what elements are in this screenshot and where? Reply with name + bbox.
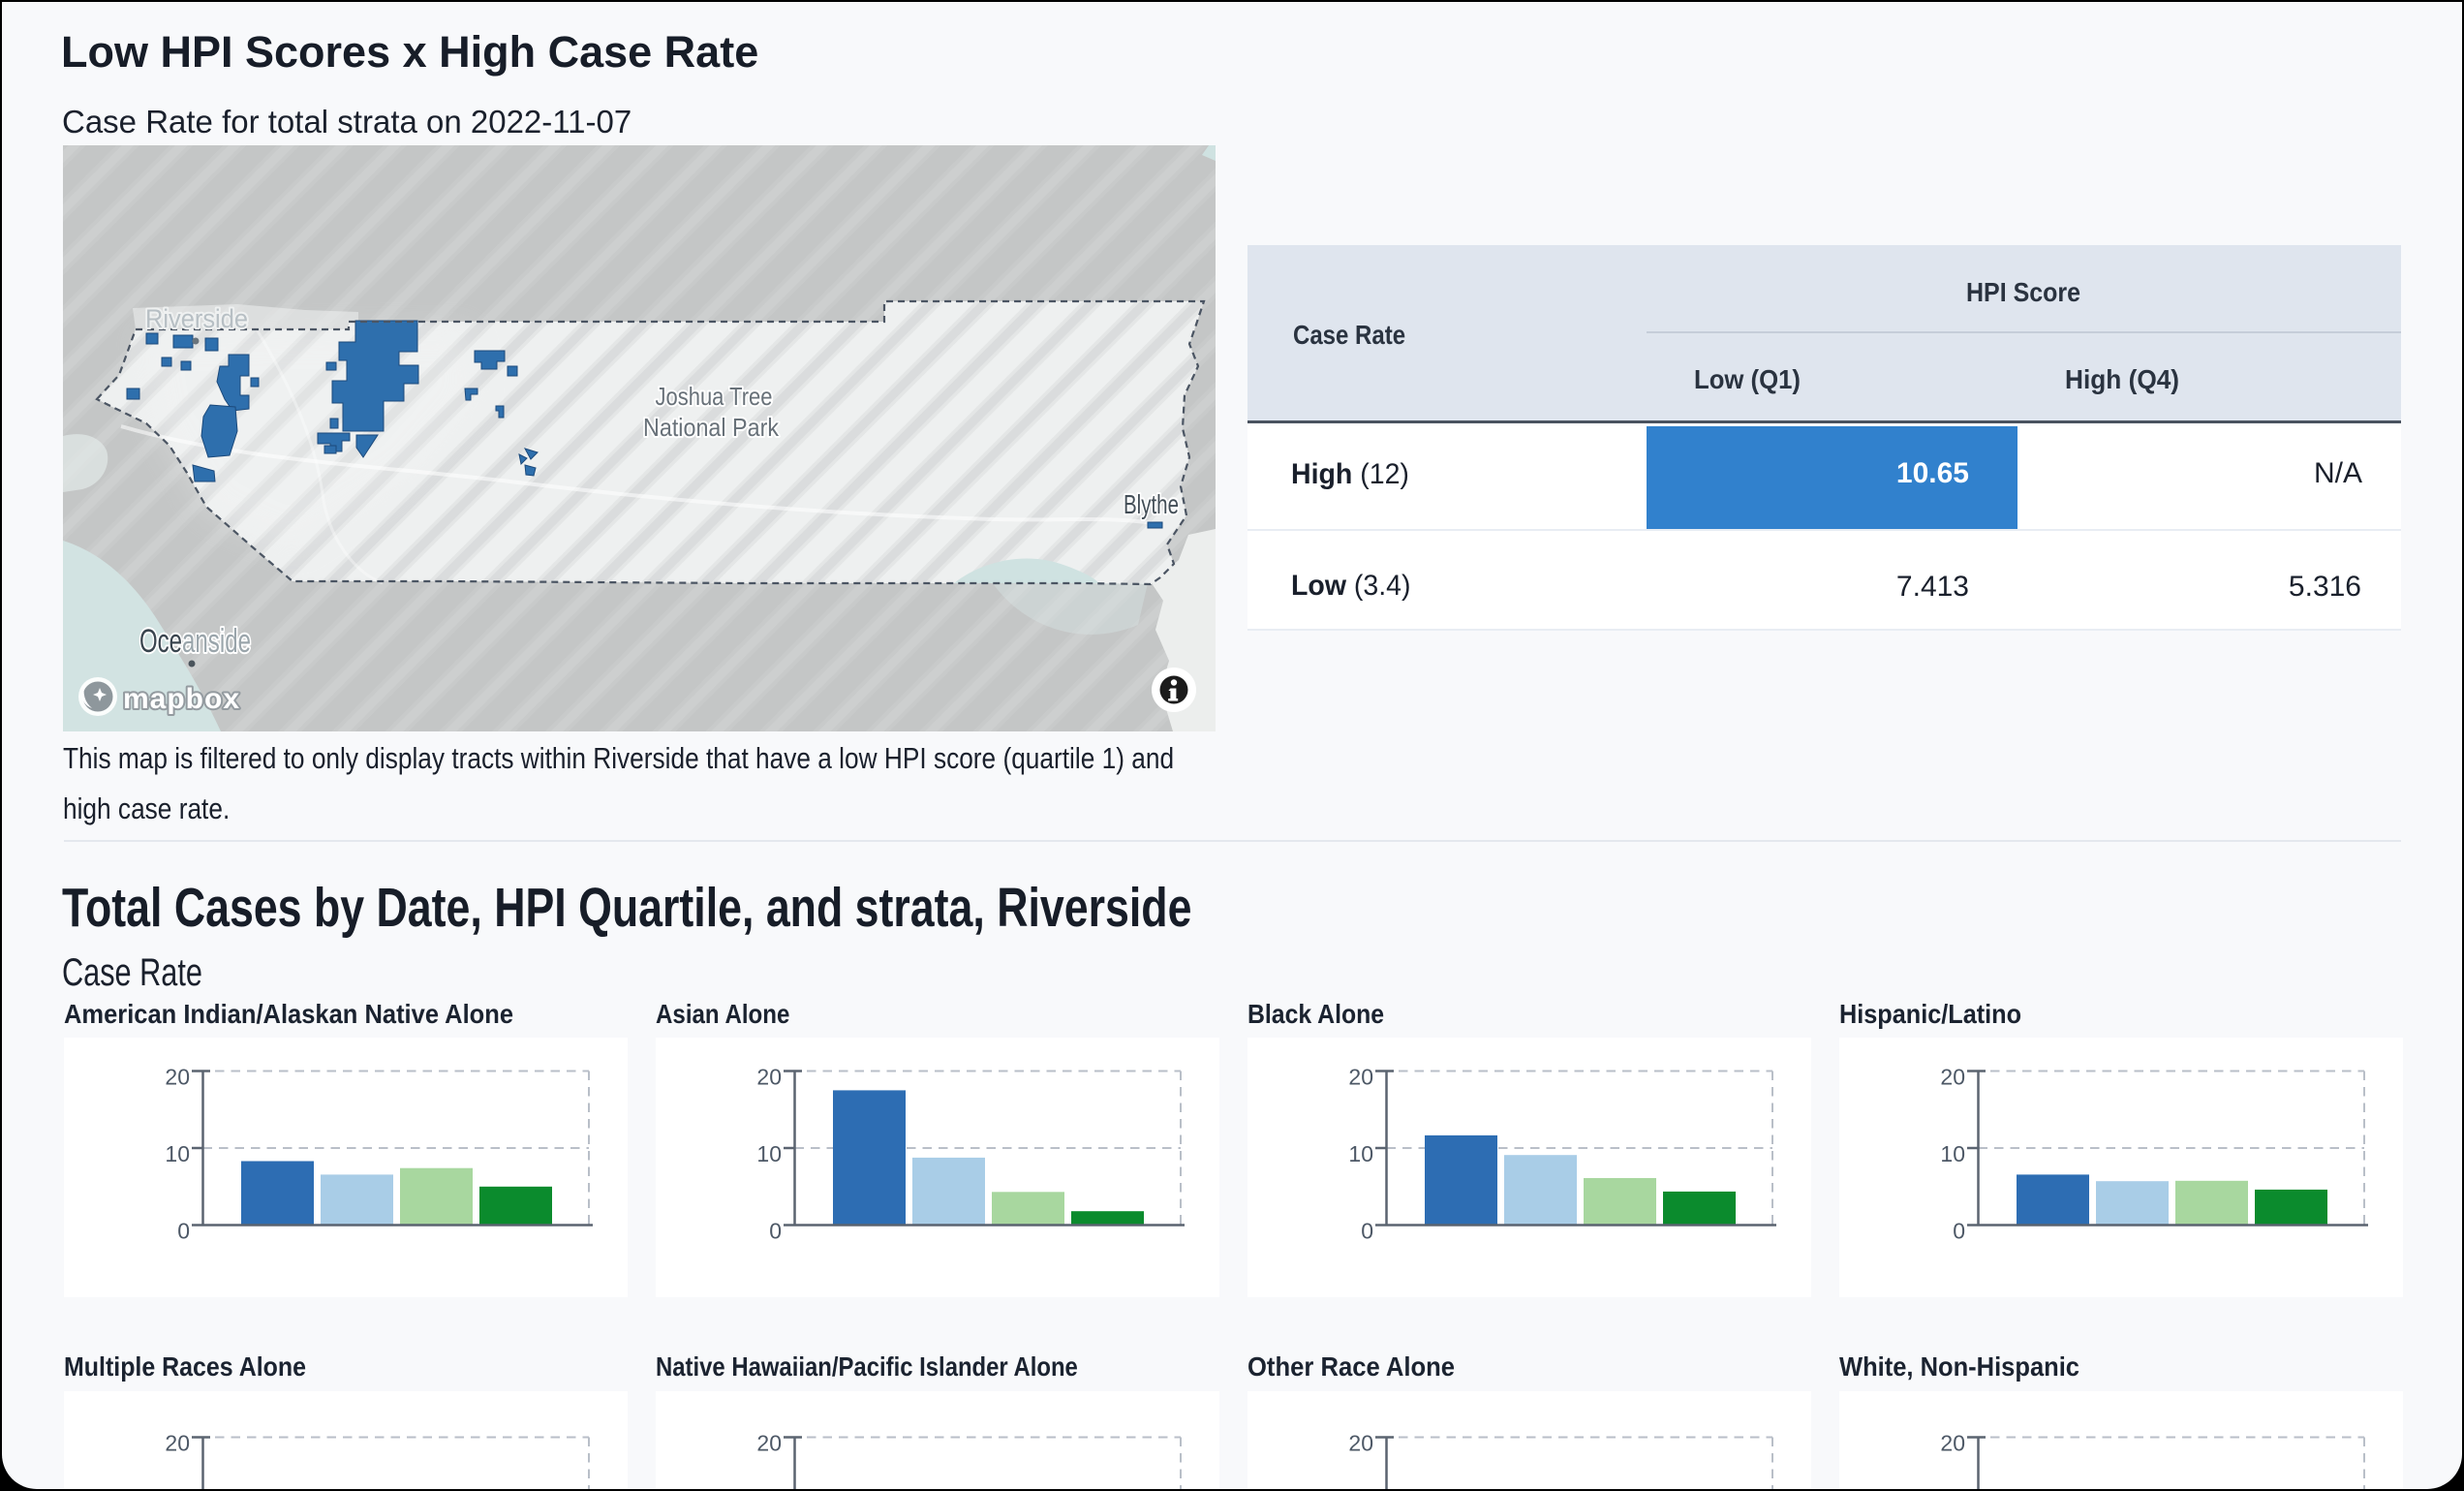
svg-text:Riverside: Riverside [145,304,248,333]
svg-text:mapbox: mapbox [123,683,240,715]
svg-text:20: 20 [165,1431,190,1456]
svg-text:20: 20 [756,1065,782,1090]
svg-text:0: 0 [1953,1219,1965,1244]
svg-text:Blythe: Blythe [1124,489,1179,519]
svg-text:0: 0 [1361,1219,1373,1244]
svg-text:anside: anside [182,623,251,660]
svg-text:0: 0 [769,1219,782,1244]
svg-text:20: 20 [756,1431,782,1456]
svg-text:10: 10 [756,1141,782,1166]
svg-text:10: 10 [1348,1141,1373,1166]
svg-text:20: 20 [1348,1065,1373,1090]
svg-text:20: 20 [1940,1065,1965,1090]
svg-text:20: 20 [165,1065,190,1090]
svg-text:0: 0 [177,1219,190,1244]
svg-text:20: 20 [1348,1431,1373,1456]
svg-text:20: 20 [1940,1431,1965,1456]
svg-text:Joshua Tree: Joshua Tree [656,382,773,411]
svg-text:10: 10 [1940,1141,1965,1166]
svg-text:National Park: National Park [643,413,780,442]
svg-text:10: 10 [165,1141,190,1166]
svg-text:Oce: Oce [139,623,182,660]
